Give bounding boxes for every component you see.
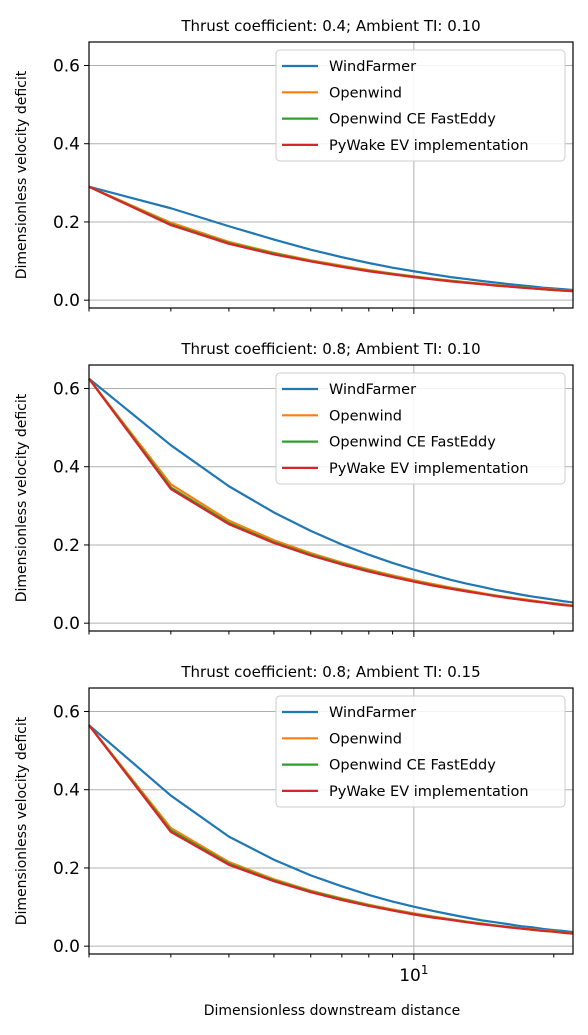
series-line-2 [88,185,574,292]
y-tick-label: 0.4 [53,458,80,478]
legend-box [275,372,566,485]
series-line-4 [88,185,574,293]
axes-frame [88,41,574,309]
legend-label-2: Openwind [329,408,402,424]
series-line-4 [88,378,574,608]
y-tick-label: 0.6 [53,702,80,722]
y-tick-label: 0.0 [53,937,80,957]
y-tick-label: 0.4 [53,781,80,801]
y-tick-label: 0.0 [53,291,80,311]
y-tick-label: 0.6 [53,379,80,399]
subplot-2: Thrust coefficient: 0.8; Ambient TI: 0.1… [14,340,574,637]
legend-label-1: WindFarmer [329,382,416,398]
legend: WindFarmer Openwind Openwind CE FastEddy Py… [275,49,566,162]
y-tick-label: 0.2 [53,859,80,879]
series-line-1 [88,377,574,604]
legend-label-3: Openwind CE FastEddy [329,758,496,774]
legend-label-4: PyWake EV implementation [329,461,529,477]
series-line-4 [88,724,574,935]
legend-label-1: WindFarmer [329,705,416,721]
y-axis-label: Dimensionless velocity deficit [14,70,30,279]
subplot-title: Thrust coefficient: 0.8; Ambient TI: 0.1… [180,340,480,358]
y-tick-label: 0.2 [53,213,80,233]
legend-label-2: Openwind [329,85,402,101]
legend-box [275,695,566,808]
y-tick-label: 0.4 [53,135,80,155]
series-line-1 [88,724,574,934]
subplot-title: Thrust coefficient: 0.8; Ambient TI: 0.1… [180,663,480,681]
legend-label-3: Openwind CE FastEddy [329,435,496,451]
axes-frame [88,364,574,632]
legend: WindFarmer Openwind Openwind CE FastEddy Py… [275,695,566,808]
legend-label-4: PyWake EV implementation [329,138,529,154]
y-axis-label: Dimensionless velocity deficit [14,716,30,925]
legend-label-3: Openwind CE FastEddy [329,112,496,128]
y-axis-label: Dimensionless velocity deficit [14,393,30,602]
y-tick-label: 0.2 [53,536,80,556]
legend-label-1: WindFarmer [329,59,416,75]
x-axis-label: Dimensionless downstream distance [204,1003,461,1019]
series-line-3 [88,185,574,293]
legend-box [275,49,566,162]
axes-frame [88,687,574,955]
x-tick-label: 101 [399,963,428,986]
subplot-3: Thrust coefficient: 0.8; Ambient TI: 0.1… [14,663,574,1019]
legend-label-2: Openwind [329,731,402,747]
y-tick-label: 0.6 [53,56,80,76]
y-tick-label: 0.0 [53,614,80,634]
subplot-1: Thrust coefficient: 0.4; Ambient TI: 0.1… [14,17,574,314]
subplot-title: Thrust coefficient: 0.4; Ambient TI: 0.1… [180,17,480,35]
legend: WindFarmer Openwind Openwind CE FastEddy Py… [275,372,566,485]
legend-label-4: PyWake EV implementation [329,784,529,800]
series-line-1 [88,185,574,292]
